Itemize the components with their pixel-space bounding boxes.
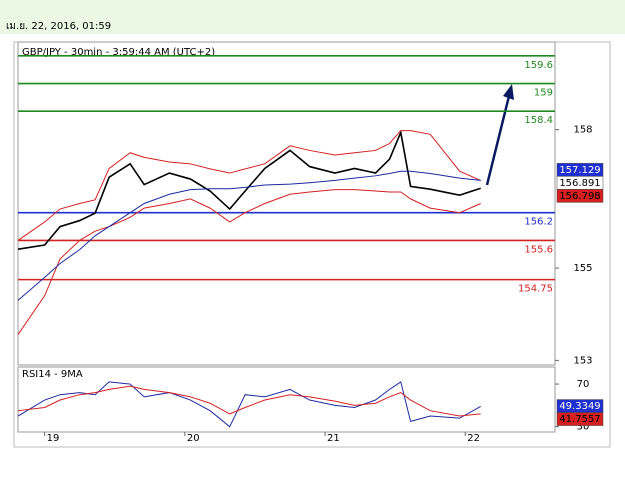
price-panel bbox=[17, 41, 556, 366]
level-label: 159 bbox=[534, 88, 553, 99]
y-tick-label: 155 bbox=[573, 263, 592, 274]
chart-title: GBP/JPY - 30min - 3:59:44 AM (UTC+2) bbox=[22, 47, 215, 58]
level-label: 154.75 bbox=[518, 284, 553, 295]
series-line bbox=[17, 170, 481, 301]
series-line bbox=[17, 189, 481, 335]
y-tick-label: 70 bbox=[577, 379, 590, 390]
x-tick-label: 21 bbox=[327, 433, 340, 444]
price-box-label: 156.891 bbox=[559, 178, 600, 189]
series-line bbox=[17, 129, 481, 250]
level-label: 159.6 bbox=[524, 60, 553, 71]
price-box-label: 156.798 bbox=[559, 191, 600, 202]
level-label: 158.4 bbox=[524, 115, 553, 126]
y-tick-label: 158 bbox=[573, 125, 592, 136]
level-label: 156.2 bbox=[524, 217, 553, 228]
price-box-label: 157.129 bbox=[559, 165, 600, 176]
y-tick-label: 30 bbox=[577, 422, 590, 433]
header-bar bbox=[0, 0, 625, 34]
rsi-title: RSI14 - 9MA bbox=[22, 369, 83, 380]
x-tick-label: 19 bbox=[47, 433, 60, 444]
annotation-arrow bbox=[485, 91, 512, 186]
series-line bbox=[17, 385, 481, 417]
x-tick-label: 22 bbox=[467, 433, 480, 444]
y-tick-label: 153 bbox=[573, 355, 592, 366]
rsi-panel bbox=[17, 366, 556, 433]
series-line bbox=[17, 381, 481, 428]
header-date: เม.ย. 22, 2016, 01:59 bbox=[6, 21, 111, 32]
level-label: 155.6 bbox=[524, 244, 553, 255]
series-line bbox=[17, 130, 481, 241]
x-tick-label: 20 bbox=[187, 433, 200, 444]
arrow-head bbox=[503, 84, 514, 100]
price-box-label: 49.3349 bbox=[559, 401, 600, 412]
price-box bbox=[556, 412, 604, 426]
price-box-label: 41.7557 bbox=[559, 414, 600, 425]
price-box bbox=[556, 189, 604, 203]
